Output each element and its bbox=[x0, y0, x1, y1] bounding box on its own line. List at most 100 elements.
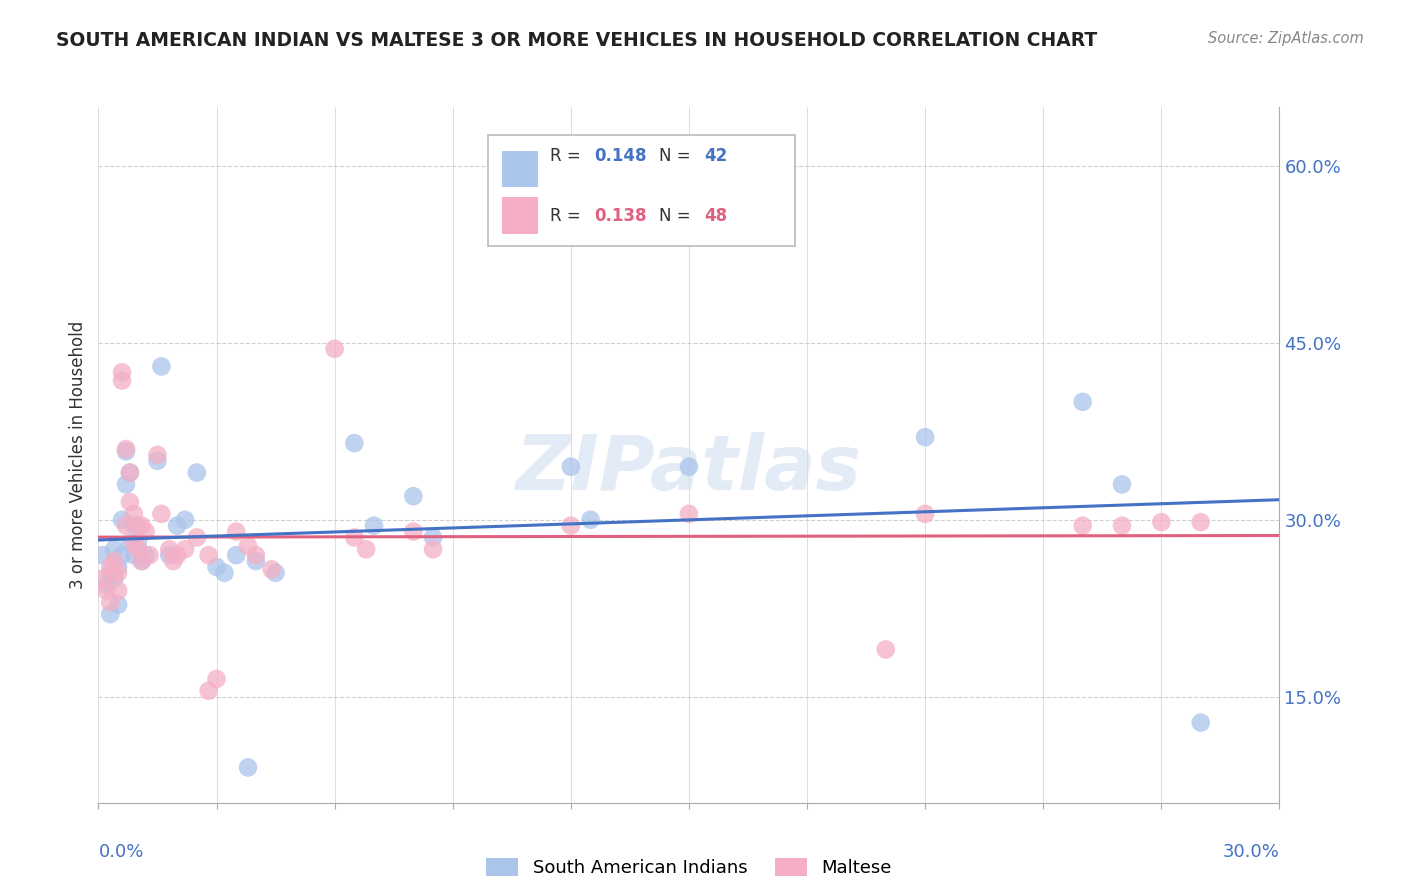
Point bbox=[115, 477, 138, 491]
Point bbox=[135, 524, 157, 539]
Point bbox=[174, 542, 197, 557]
Point bbox=[146, 454, 169, 468]
Point bbox=[115, 442, 138, 456]
Point bbox=[107, 598, 129, 612]
Point bbox=[131, 554, 153, 568]
Point bbox=[323, 342, 346, 356]
Point bbox=[150, 507, 173, 521]
Text: 30.0%: 30.0% bbox=[1223, 843, 1279, 861]
Point bbox=[131, 518, 153, 533]
Point bbox=[914, 507, 936, 521]
Point bbox=[422, 542, 444, 557]
Point bbox=[115, 518, 138, 533]
Point bbox=[1189, 715, 1212, 730]
Point bbox=[103, 542, 125, 557]
Point bbox=[103, 554, 125, 568]
Point bbox=[214, 566, 236, 580]
Point bbox=[96, 583, 118, 598]
Point bbox=[98, 595, 121, 609]
Point bbox=[678, 459, 700, 474]
Text: R =: R = bbox=[550, 147, 585, 165]
Point bbox=[197, 548, 219, 562]
Point bbox=[186, 466, 208, 480]
Text: SOUTH AMERICAN INDIAN VS MALTESE 3 OR MORE VEHICLES IN HOUSEHOLD CORRELATION CHA: SOUTH AMERICAN INDIAN VS MALTESE 3 OR MO… bbox=[56, 31, 1098, 50]
Text: 48: 48 bbox=[704, 207, 727, 225]
Point bbox=[678, 507, 700, 521]
Text: 0.138: 0.138 bbox=[595, 207, 647, 225]
Point bbox=[127, 536, 149, 550]
Point bbox=[166, 548, 188, 562]
Point bbox=[205, 672, 228, 686]
Point bbox=[225, 524, 247, 539]
Point bbox=[138, 548, 160, 562]
Point bbox=[157, 542, 180, 557]
Point bbox=[166, 518, 188, 533]
Point bbox=[98, 607, 121, 621]
Legend: South American Indians, Maltese: South American Indians, Maltese bbox=[478, 850, 900, 884]
Point bbox=[343, 436, 366, 450]
Point bbox=[560, 459, 582, 474]
Point bbox=[111, 365, 134, 379]
Point bbox=[1111, 518, 1133, 533]
Point bbox=[146, 448, 169, 462]
Point bbox=[914, 430, 936, 444]
Point bbox=[205, 560, 228, 574]
Point bbox=[245, 554, 267, 568]
Point bbox=[579, 513, 602, 527]
Point bbox=[150, 359, 173, 374]
Point bbox=[122, 518, 145, 533]
Text: Source: ZipAtlas.com: Source: ZipAtlas.com bbox=[1208, 31, 1364, 46]
Point bbox=[122, 536, 145, 550]
Point bbox=[236, 539, 259, 553]
Point bbox=[245, 548, 267, 562]
Point bbox=[111, 374, 134, 388]
Point bbox=[402, 524, 425, 539]
Point bbox=[118, 466, 141, 480]
Point bbox=[1071, 518, 1094, 533]
Text: R =: R = bbox=[550, 207, 585, 225]
FancyBboxPatch shape bbox=[502, 197, 537, 234]
Point bbox=[98, 560, 121, 574]
Point bbox=[264, 566, 287, 580]
Point bbox=[91, 572, 114, 586]
Point bbox=[111, 513, 134, 527]
Point bbox=[186, 531, 208, 545]
Point bbox=[118, 466, 141, 480]
Point bbox=[174, 513, 197, 527]
Point bbox=[363, 518, 385, 533]
Point bbox=[131, 554, 153, 568]
Point bbox=[127, 542, 149, 557]
FancyBboxPatch shape bbox=[502, 151, 537, 187]
Point bbox=[162, 554, 184, 568]
Point bbox=[107, 566, 129, 580]
Point bbox=[98, 566, 121, 580]
Text: 42: 42 bbox=[704, 147, 727, 165]
Point bbox=[422, 531, 444, 545]
Point bbox=[103, 572, 125, 586]
Point bbox=[127, 518, 149, 533]
Point bbox=[118, 495, 141, 509]
Text: 0.0%: 0.0% bbox=[98, 843, 143, 861]
Point bbox=[115, 444, 138, 458]
FancyBboxPatch shape bbox=[488, 135, 796, 246]
Text: 0.148: 0.148 bbox=[595, 147, 647, 165]
Point bbox=[343, 531, 366, 545]
Y-axis label: 3 or more Vehicles in Household: 3 or more Vehicles in Household bbox=[69, 321, 87, 589]
Text: N =: N = bbox=[659, 147, 696, 165]
Point bbox=[354, 542, 377, 557]
Point bbox=[560, 518, 582, 533]
Point bbox=[135, 548, 157, 562]
Point bbox=[875, 642, 897, 657]
Point bbox=[225, 548, 247, 562]
Point bbox=[260, 562, 283, 576]
Point bbox=[236, 760, 259, 774]
Point bbox=[197, 683, 219, 698]
Point bbox=[1071, 395, 1094, 409]
Point bbox=[1111, 477, 1133, 491]
Point bbox=[96, 577, 118, 591]
Point bbox=[402, 489, 425, 503]
Point bbox=[107, 583, 129, 598]
Text: N =: N = bbox=[659, 207, 696, 225]
Point bbox=[107, 560, 129, 574]
Point bbox=[91, 548, 114, 562]
